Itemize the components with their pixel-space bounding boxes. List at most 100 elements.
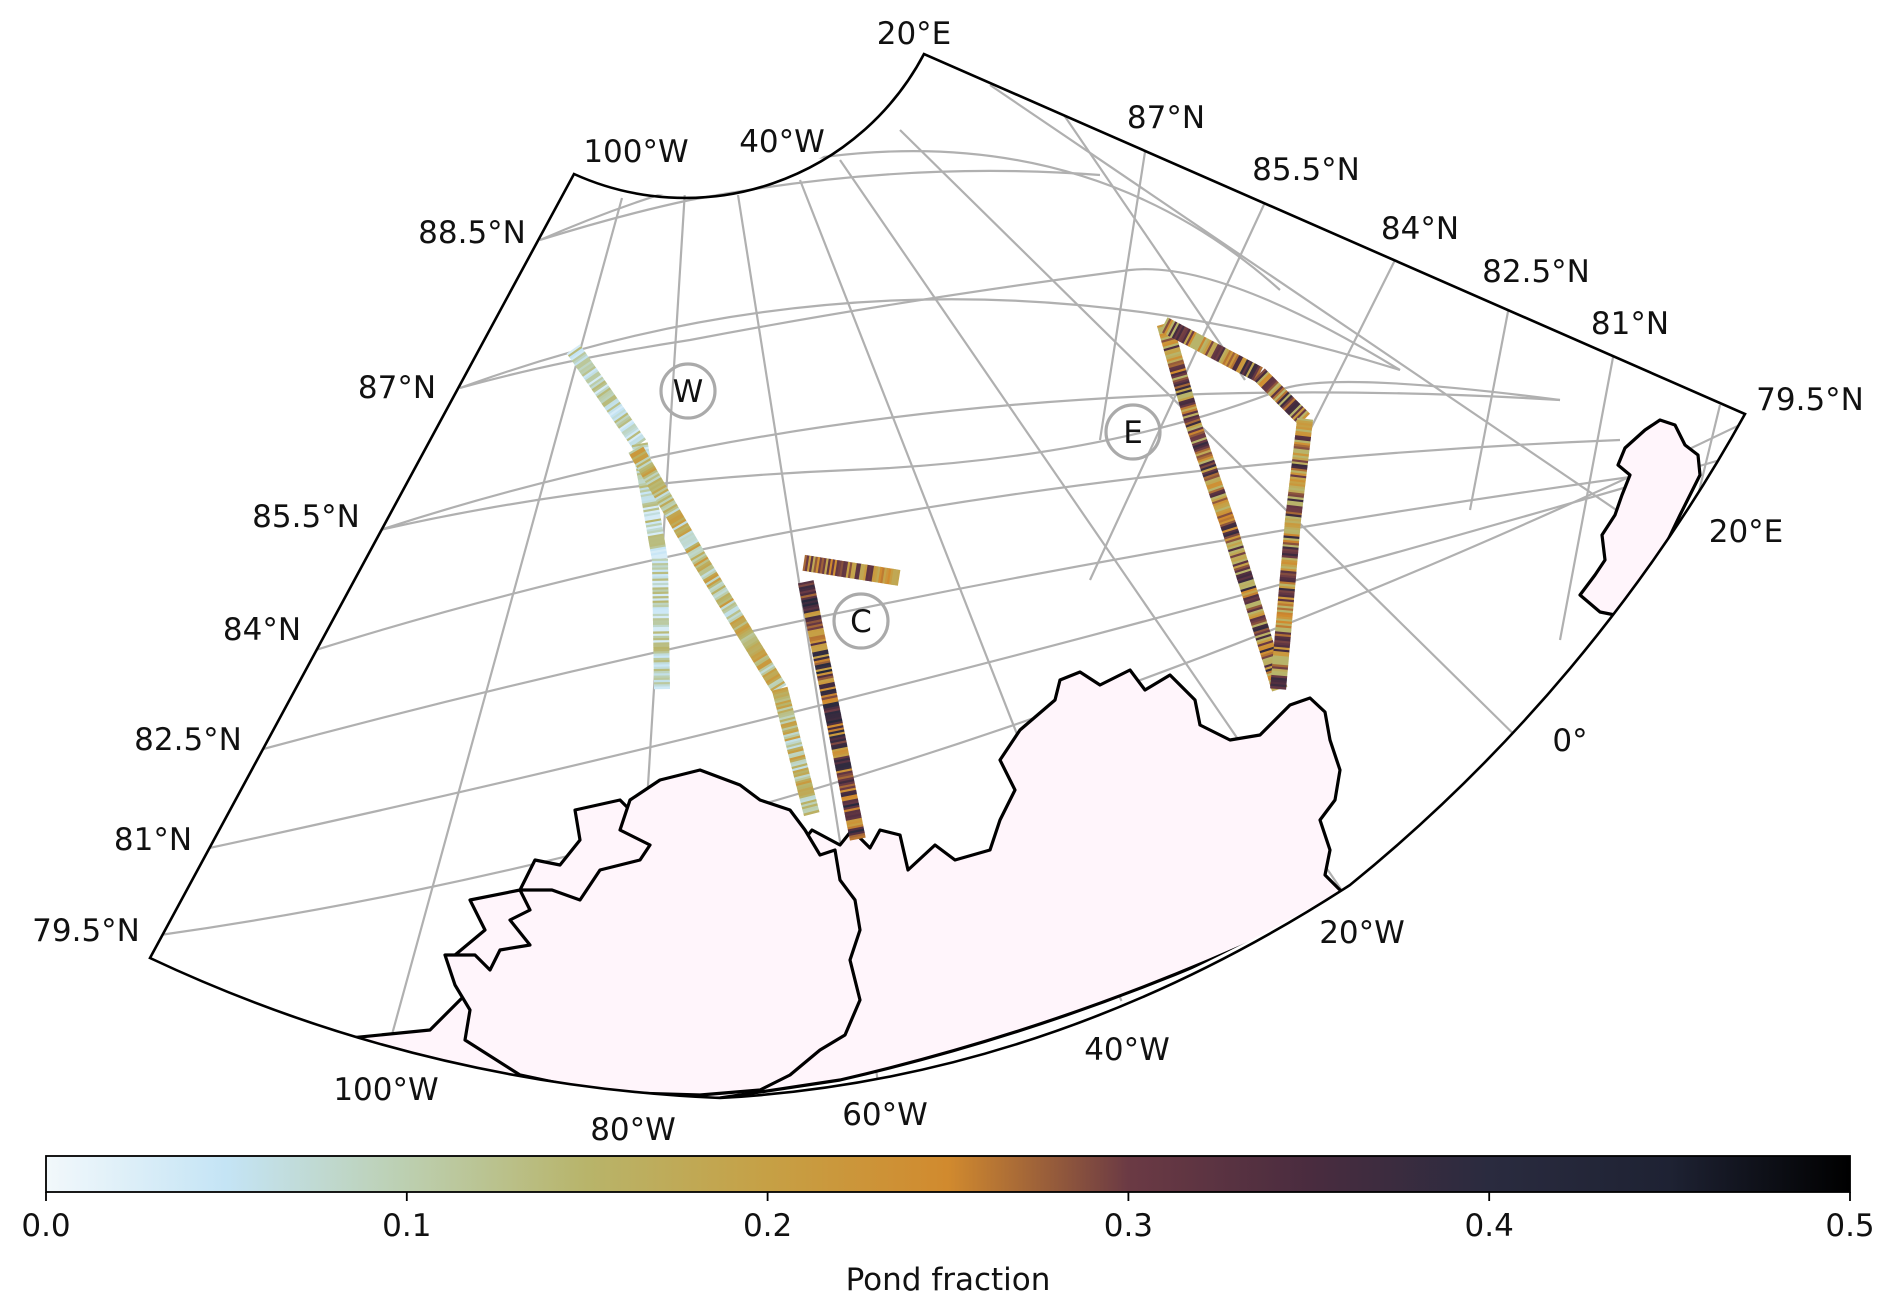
track-sample (595, 385, 610, 397)
region-circle-e (1104, 403, 1162, 461)
track-sample (1214, 505, 1231, 514)
track-sample (707, 579, 723, 590)
track-sample (818, 679, 835, 686)
track-sample (1207, 484, 1224, 493)
track-sample (838, 781, 855, 787)
track-sample (843, 807, 861, 813)
track-sample (1282, 544, 1299, 549)
track-sample (827, 727, 845, 733)
track-sample (802, 807, 820, 814)
track-sample (629, 446, 645, 458)
track-sample (1286, 504, 1303, 510)
track-sample (821, 692, 838, 699)
track-sample (790, 760, 808, 768)
track-sample (875, 566, 881, 583)
track-sample (645, 520, 662, 526)
track-sample (817, 677, 835, 684)
track-sample (1277, 598, 1295, 603)
track-sample (1224, 534, 1241, 543)
track-sample (1195, 449, 1212, 458)
track-sample (697, 562, 713, 573)
track-sample (824, 707, 841, 714)
track-sample (1259, 646, 1276, 654)
track-sample (1167, 359, 1184, 367)
track-sample (1279, 581, 1296, 586)
track-sample (1184, 418, 1201, 426)
track-sample (1202, 470, 1219, 478)
track-sample (1204, 340, 1215, 357)
track-sample (783, 731, 800, 738)
track-sample (1201, 468, 1218, 476)
track-sample (1209, 488, 1226, 497)
track-sample (1178, 397, 1195, 405)
track-sample (1175, 325, 1186, 341)
track-sample (620, 421, 635, 433)
track-sample (1180, 406, 1198, 413)
track-sample (833, 753, 850, 759)
track-sample (817, 557, 823, 574)
track-sample (1279, 394, 1293, 408)
track-sample (814, 662, 831, 669)
track-sample (777, 707, 794, 715)
track-sample (1281, 555, 1298, 560)
track-sample (651, 553, 668, 559)
track-sample (786, 741, 803, 749)
track-sample (1206, 480, 1223, 489)
track-sample (708, 581, 724, 592)
track-sample (801, 595, 818, 602)
track-sample (844, 811, 861, 817)
track-sample (642, 503, 659, 509)
track-sample (1293, 446, 1310, 451)
track-sample (577, 360, 593, 372)
track-sample (589, 376, 604, 388)
track-sample (1280, 572, 1297, 577)
track-sample (766, 675, 782, 686)
track-sample (837, 774, 854, 781)
track-sample (836, 772, 854, 779)
track-sample (1254, 369, 1269, 384)
coastline (328, 418, 1702, 1098)
track-sample (1284, 520, 1301, 525)
track-sample (590, 378, 605, 390)
track-sample (837, 776, 855, 783)
track-sample (1182, 412, 1199, 420)
track-sample (1279, 583, 1296, 588)
track-sample (1290, 467, 1308, 473)
track-sample (1294, 439, 1311, 444)
track-sample (1247, 608, 1264, 616)
track-sample (1285, 513, 1302, 518)
track-sample (1288, 487, 1305, 492)
track-sample (1245, 602, 1262, 610)
track-sample (793, 771, 810, 778)
track-sample (784, 735, 801, 742)
track-sample (1203, 472, 1220, 480)
track-sample (662, 503, 678, 514)
track-sample (1291, 465, 1308, 471)
track-sample (1276, 609, 1294, 614)
track-sample (1227, 545, 1244, 553)
track-sample (1291, 459, 1309, 464)
track-sample (822, 699, 839, 705)
track-sample (669, 514, 685, 526)
track-sample (845, 813, 862, 820)
track-sample (1251, 621, 1268, 629)
track-sample (781, 724, 798, 732)
label-82-5n-left: 82.5°N (134, 722, 242, 758)
track-sample (1286, 506, 1303, 512)
track-sample (649, 544, 666, 550)
track-sample (644, 516, 661, 522)
track-sample (807, 627, 824, 634)
track-sample (1190, 434, 1207, 443)
label-81n-left: 81°N (114, 822, 192, 858)
region-label-e: E (1123, 415, 1143, 451)
track-sample (1208, 342, 1219, 359)
track-sample (849, 835, 866, 841)
track-sample (1286, 502, 1303, 507)
track-sample (803, 809, 820, 817)
track-sample (1164, 349, 1181, 356)
track-sample (1218, 347, 1229, 364)
track-sample (823, 703, 840, 710)
track-sample (1217, 513, 1234, 522)
track-sample (1222, 526, 1238, 534)
parallel-82-5 (229, 468, 1681, 760)
